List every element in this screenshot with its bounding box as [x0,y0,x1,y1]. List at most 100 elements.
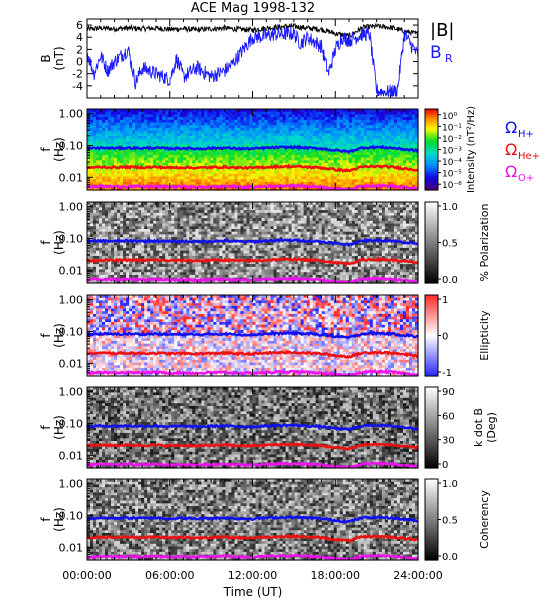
spectrogram-cell [108,187,112,191]
spectrogram-cell [177,144,181,148]
spectrogram-cell [123,168,127,172]
spectrogram-cell [174,136,178,140]
spectrogram-cell [189,187,193,191]
spectrogram-cell [231,119,236,124]
spectrogram-cell [153,138,157,142]
spectrogram-cell [117,163,121,167]
series-b-radial-line [86,26,419,97]
spectrogram-cell [153,117,157,121]
spectrogram-cell [252,163,257,167]
spectrogram-cell [204,133,208,137]
spectrogram-cell [168,122,172,126]
spectrogram-cell [129,119,133,124]
spectrogram-cell [195,144,199,148]
spectrogram-cell [96,171,100,175]
spectrogram-cell [219,144,224,148]
spectrogram-cell [177,173,181,178]
spectrogram-cell [129,149,133,153]
spectrogram-cell [96,109,100,113]
spectrogram-cell [150,168,154,172]
spectrogram-cell [129,117,133,121]
spectrogram-cell [162,109,166,113]
spectrogram-cell [228,179,233,183]
spectrogram-cell [216,152,220,156]
spectrogram-cell [159,157,163,161]
figure-title: ACE Mag 1998-132 [191,1,315,16]
spectrogram-cell [252,149,257,153]
spectrogram-cell [153,181,157,186]
spectrogram-cell [249,127,254,132]
spectrogram-cell [165,136,169,140]
spectrogram-cell [195,127,199,132]
spectrogram-cell [117,149,121,153]
spectrogram-cell [246,149,251,153]
spectrogram-cell [195,154,199,159]
spectrogram-cell [153,171,157,175]
spectrogram-cell [144,181,148,186]
spectrogram-cell [171,144,175,148]
spectrogram-cell [93,133,97,137]
spectrogram-cell [96,133,100,137]
spectrogram-cell [186,114,190,118]
spectrogram-cell [162,176,166,180]
spectrogram-cell [237,109,242,113]
spectrogram-cell [249,187,254,191]
spectrogram-cell [225,163,230,167]
spectrogram-cell [132,119,136,124]
spectrogram-cell [135,168,139,172]
spectrogram-cell [117,179,121,183]
spectrogram-cell [234,149,239,153]
spectrogram-cell [132,133,136,137]
spectrogram-cell [168,160,172,164]
spectrogram-cell [201,157,205,161]
spectrogram-cell [180,117,184,121]
spectrogram-cell [165,160,169,164]
spectrogram-cell [132,149,136,153]
spectrogram-cell [252,179,257,183]
spectrogram-cell [243,133,248,137]
spectrogram-cell [195,138,199,142]
spectrogram-cell [150,173,154,178]
spectrogram-cell [111,152,115,156]
spectrogram-cell [132,122,136,126]
spectrogram-cell [249,144,254,148]
spectrogram-cell [189,173,193,178]
spectrogram-cell [147,133,151,137]
spectrogram-cell [96,152,100,156]
spectrogram-cell [189,181,193,186]
spectrogram-cell [156,168,160,172]
spectrogram-cell [228,114,233,118]
spectrogram-cell [126,173,130,178]
spectrogram-cell [174,138,178,142]
spectrogram-cell [102,149,106,153]
spectrogram-cell [114,187,118,191]
spectrogram-cell [138,176,142,180]
spectrogram-cell [204,130,208,134]
spectrogram-cell [168,168,172,172]
spectrogram-cell [165,168,169,172]
spectrogram-cell [126,176,130,180]
spectrogram-cell [165,138,169,142]
spectrogram-cell [246,119,251,124]
spectrogram-cell [150,130,154,134]
spectrogram-cell [246,117,251,121]
spectrogram-cell [216,127,220,132]
spectrogram-cell [174,181,178,186]
spectrogram-cell [246,133,251,137]
spectrogram-cell [102,117,106,121]
spectrogram-cell [213,163,217,167]
spectrogram-cell [111,122,115,126]
spectrogram-cell [249,152,254,156]
spectrogram-cell [147,138,151,142]
spectrogram-cell [99,168,103,172]
spectrogram-cell [207,138,211,142]
spectrogram-cell [135,157,139,161]
spectrogram-cell [243,152,248,156]
spectrogram-cell [120,122,124,126]
spectrogram-cell [240,163,245,167]
spectrogram-cell [93,154,97,159]
spectrogram-cell [99,152,103,156]
spectrogram-cell [108,173,112,178]
spectrogram-cell [141,171,145,175]
spectrogram-cell [93,181,97,186]
